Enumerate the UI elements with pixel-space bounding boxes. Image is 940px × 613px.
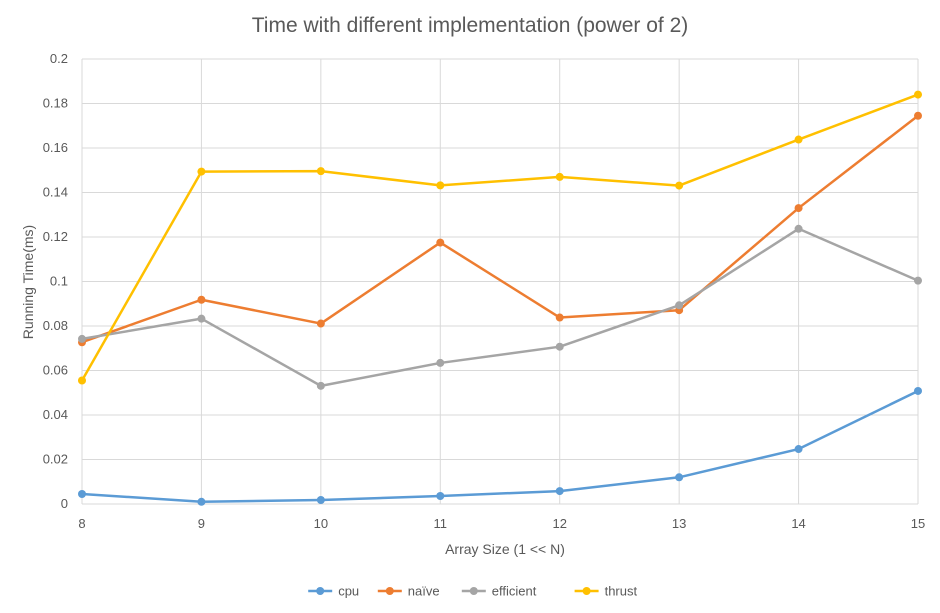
data-point — [436, 238, 445, 247]
data-point — [316, 495, 325, 504]
data-point — [794, 135, 803, 144]
data-point — [436, 358, 445, 367]
legend-item: naïve — [377, 584, 440, 599]
series-group — [78, 90, 922, 506]
data-point — [914, 111, 922, 120]
x-tick-label: 10 — [314, 516, 328, 531]
data-point — [914, 90, 922, 99]
data-point — [675, 181, 684, 190]
x-tick-label: 12 — [552, 516, 566, 531]
legend-label: cpu — [338, 584, 359, 599]
series-cpu — [78, 386, 922, 506]
legend-marker — [469, 587, 478, 595]
data-point — [436, 181, 445, 190]
series-line — [80, 114, 920, 344]
legend-label: naïve — [408, 584, 440, 599]
data-point — [436, 491, 445, 500]
y-axis-ticks: 0 0.02 0.04 0.06 0.08 0.1 0.12 0.14 0.16 0.18 0.2 — [43, 51, 68, 511]
legend-marker — [385, 587, 394, 595]
data-point — [555, 172, 564, 181]
legend-marker — [316, 587, 325, 595]
y-tick-label: 0.02 — [43, 452, 68, 467]
data-point — [197, 497, 206, 506]
data-point — [197, 295, 206, 304]
x-axis-ticks: 8 9 10 11 12 13 14 15 — [78, 516, 925, 531]
y-tick-label: 0 — [61, 496, 68, 511]
y-tick-label: 0.12 — [43, 229, 68, 244]
y-tick-label: 0.1 — [50, 274, 68, 289]
x-axis-title: Array Size (1 << N) — [445, 541, 565, 557]
legend-item: efficient — [461, 584, 537, 599]
x-tick-label: 14 — [791, 516, 805, 531]
y-tick-label: 0.2 — [50, 51, 68, 66]
y-tick-label: 0.16 — [43, 140, 68, 155]
x-tick-label: 11 — [434, 516, 448, 531]
series-thrust — [78, 90, 922, 385]
x-tick-label: 15 — [911, 516, 925, 531]
data-point — [197, 314, 206, 323]
chart-title: Time with different implementation (powe… — [252, 14, 689, 37]
x-tick-label: 8 — [78, 516, 85, 531]
legend-marker — [582, 587, 591, 595]
data-point — [794, 445, 803, 454]
legend-item: cpu — [308, 584, 359, 599]
data-point — [316, 381, 325, 390]
y-axis-title: Running Time(ms) — [20, 225, 36, 339]
legend: cpu naïve efficient thrust — [308, 584, 638, 599]
y-tick-label: 0.18 — [43, 96, 68, 111]
legend-label: thrust — [605, 584, 638, 599]
data-point — [78, 376, 86, 385]
data-point — [316, 319, 325, 328]
data-point — [555, 342, 564, 351]
data-point — [914, 276, 922, 285]
data-point — [197, 167, 206, 176]
data-point — [914, 386, 922, 395]
data-point — [316, 167, 325, 176]
data-point — [555, 313, 564, 322]
series-line — [80, 93, 920, 382]
data-point — [794, 224, 803, 233]
x-tick-label: 13 — [672, 516, 686, 531]
data-point — [675, 473, 684, 482]
y-tick-label: 0.04 — [43, 407, 68, 422]
y-tick-label: 0.08 — [43, 318, 68, 333]
data-point — [78, 334, 86, 343]
series-line — [80, 227, 920, 388]
data-point — [78, 489, 86, 498]
series-efficient — [78, 224, 922, 390]
legend-item: thrust — [574, 584, 638, 599]
data-point — [794, 204, 803, 213]
x-tick-label: 9 — [198, 516, 205, 531]
legend-label: efficient — [492, 584, 537, 599]
y-tick-label: 0.14 — [43, 185, 68, 200]
y-tick-label: 0.06 — [43, 363, 68, 378]
data-point — [555, 487, 564, 496]
series-line — [80, 389, 920, 504]
data-point — [675, 301, 684, 310]
